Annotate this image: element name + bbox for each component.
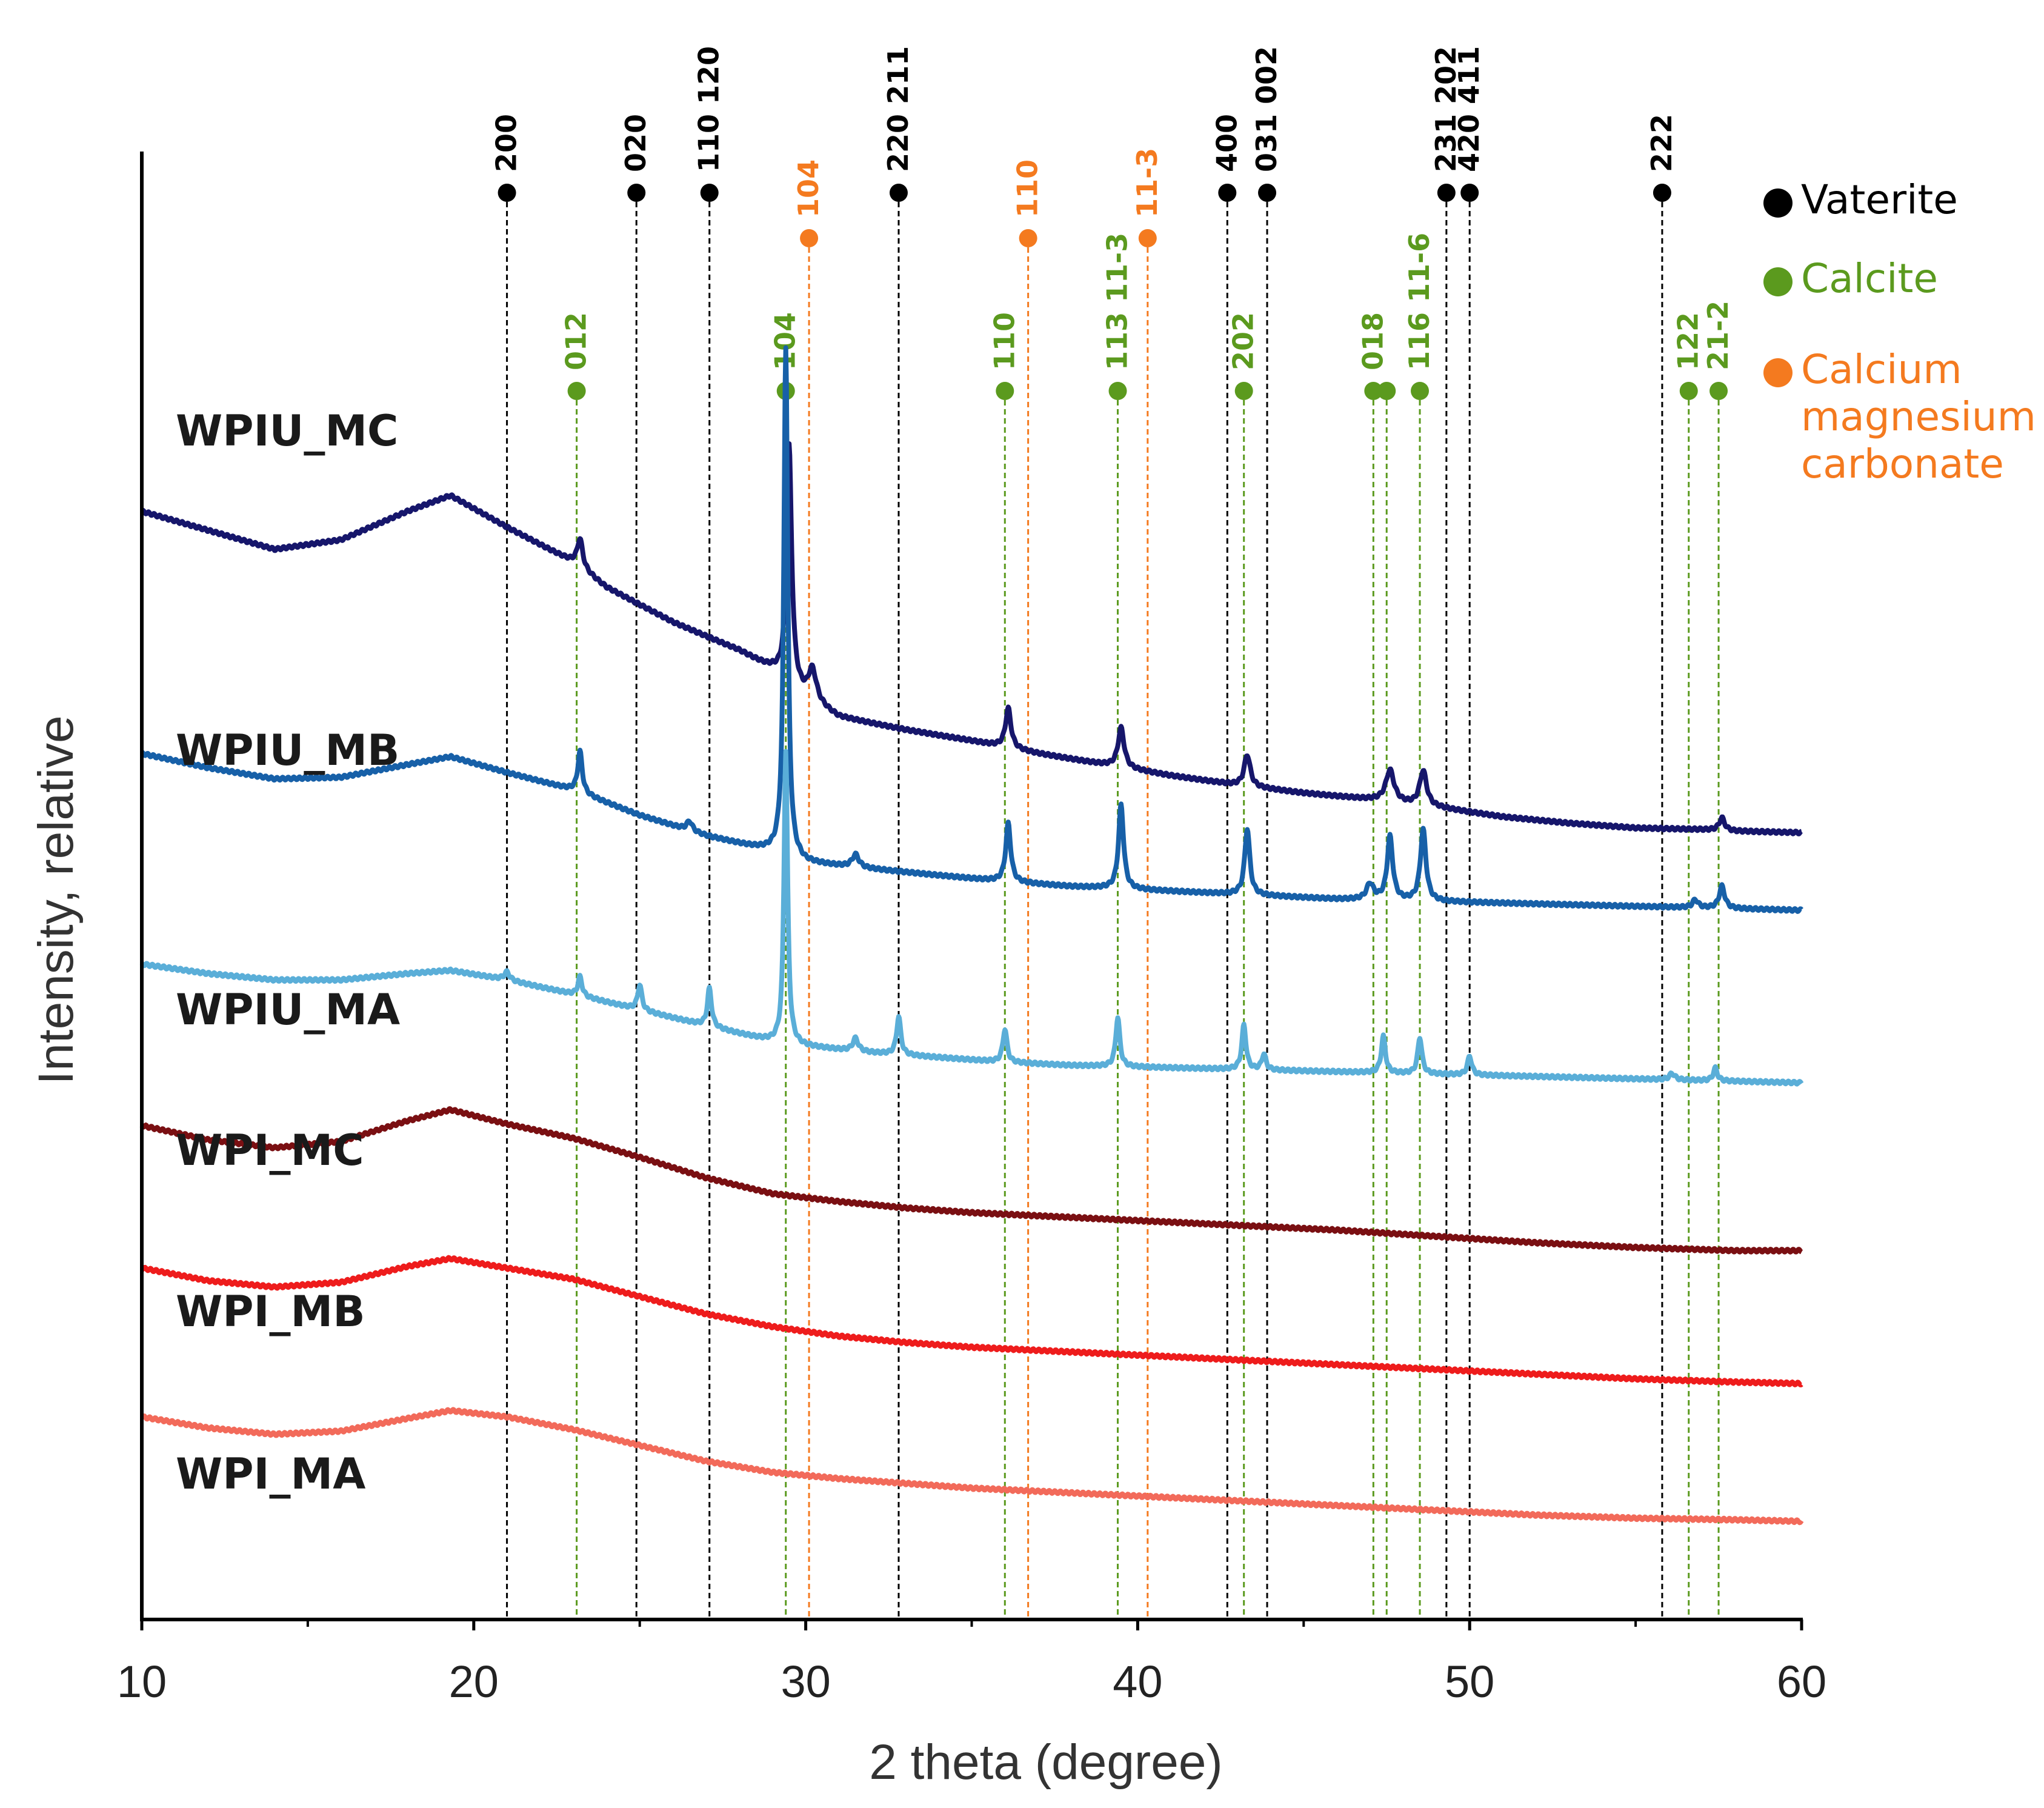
calcite-hkl-label: 012 <box>560 312 593 370</box>
series-label-wpiu_mc: WPIU_MC <box>176 406 398 456</box>
x-tick-label-40: 40 <box>1113 1656 1162 1707</box>
series-label-wpiu_mb: WPIU_MB <box>176 726 399 775</box>
vaterite-ref-marker <box>1460 184 1479 202</box>
calcite-hkl-label: 116 11-6 <box>1403 233 1436 370</box>
calcium-magnesium-carbonate-hkl-label: 110 <box>1011 159 1044 218</box>
series-line-wpi_mc <box>139 1106 1803 1255</box>
series-line-wpiu_mc <box>140 441 1803 836</box>
calcite-ref-marker <box>1108 382 1127 400</box>
calcium-magnesium-carbonate-ref-marker <box>800 229 819 247</box>
calcite-hkl-label: 122 <box>1672 312 1705 370</box>
legend-marker-calcium-magnesium-carbonate <box>1763 358 1793 387</box>
calcite-hkl-label: 202 <box>1227 312 1260 370</box>
legend-label-vaterite: Vaterite <box>1801 176 1958 223</box>
calcite-ref-marker <box>996 382 1014 400</box>
calcite-hkl-label: 113 11-3 <box>1101 233 1134 370</box>
vaterite-ref-marker <box>700 184 719 202</box>
calcite-hkl-label: 110 <box>988 312 1020 370</box>
calcite-ref-marker <box>1364 382 1383 400</box>
series-label-wpiu_ma: WPIU_MA <box>176 985 400 1035</box>
series-line-wpi_ma <box>140 1407 1804 1526</box>
calcite-ref-marker <box>1234 382 1253 400</box>
reference-lines: 200 020 110 120 220 211 400 031 002 231 202420… <box>490 46 1734 1617</box>
vaterite-hkl-label: 020 <box>619 114 652 172</box>
series-line-wpiu_ma <box>139 749 1804 1087</box>
y-axis-title: Intensity, relative <box>28 715 84 1084</box>
vaterite-ref-marker <box>498 184 516 202</box>
series-label-wpi_ma: WPI_MA <box>176 1449 365 1499</box>
vaterite-ref-marker <box>1218 184 1237 202</box>
diffraction-series: WPIU_MC WPIU_MB WPIU_MA WPI_MC WPI_MB WPI_MA <box>139 345 1804 1526</box>
x-tick-label-20: 20 <box>449 1656 499 1707</box>
legend-label-calcium-magnesium-carbonate: carbonate <box>1801 441 2004 487</box>
vaterite-hkl-label: 400 <box>1210 114 1243 172</box>
series-label-wpi_mb: WPI_MB <box>176 1287 365 1336</box>
vaterite-ref-marker <box>1437 184 1456 202</box>
vaterite-hkl-label: 220 211 <box>882 46 914 172</box>
vaterite-hkl-label: 231 202 <box>1430 46 1462 172</box>
calcium-magnesium-carbonate-hkl-label: 11-3 <box>1131 148 1163 218</box>
vaterite-hkl-label: 031 002 <box>1250 46 1283 172</box>
calcium-magnesium-carbonate-hkl-label: 104 <box>792 159 825 218</box>
calcite-ref-marker <box>567 382 586 400</box>
calcite-hkl-label: 018 <box>1356 312 1389 370</box>
vaterite-ref-marker <box>627 184 646 202</box>
x-axis-title: 2 theta (degree) <box>869 1735 1223 1790</box>
vaterite-hkl-label: 200 <box>490 114 523 172</box>
axes: 10 20 30 40 50 60 <box>117 152 1826 1707</box>
calcite-ref-marker <box>1377 382 1396 400</box>
calcium-magnesium-carbonate-ref-marker <box>1019 229 1037 247</box>
calcite-ref-marker <box>1709 382 1728 400</box>
vaterite-hkl-label: 222 <box>1645 114 1678 172</box>
series-label-wpi_mc: WPI_MC <box>176 1126 364 1175</box>
vaterite-hkl-label: 110 120 <box>693 46 725 172</box>
x-ticks: 10 20 30 40 50 60 <box>117 1620 1826 1707</box>
legend-label-calcium-magnesium-carbonate: magnesium <box>1801 393 2036 440</box>
legend-marker-calcite <box>1763 267 1793 296</box>
legend-label-calcite: Calcite <box>1801 255 1938 302</box>
legend-label-calcium-magnesium-carbonate: Calcium <box>1801 346 1962 393</box>
calcium-magnesium-carbonate-ref-marker <box>1138 229 1157 247</box>
vaterite-ref-marker <box>1653 184 1671 202</box>
x-tick-label-30: 30 <box>781 1656 830 1707</box>
vaterite-ref-marker <box>1258 184 1277 202</box>
series-line-wpi_mb <box>140 1255 1803 1387</box>
vaterite-ref-marker <box>889 184 908 202</box>
vaterite-hkl-label: 420 411 <box>1453 46 1485 172</box>
series-line-wpiu_mb <box>140 345 1803 914</box>
x-tick-label-60: 60 <box>1777 1656 1826 1707</box>
legend-marker-vaterite <box>1763 188 1793 218</box>
x-tick-label-50: 50 <box>1445 1656 1494 1707</box>
calcite-hkl-label: 21-2 <box>1702 301 1734 370</box>
calcite-ref-marker <box>1411 382 1430 400</box>
x-tick-label-10: 10 <box>117 1656 167 1707</box>
calcite-ref-marker <box>1679 382 1698 400</box>
